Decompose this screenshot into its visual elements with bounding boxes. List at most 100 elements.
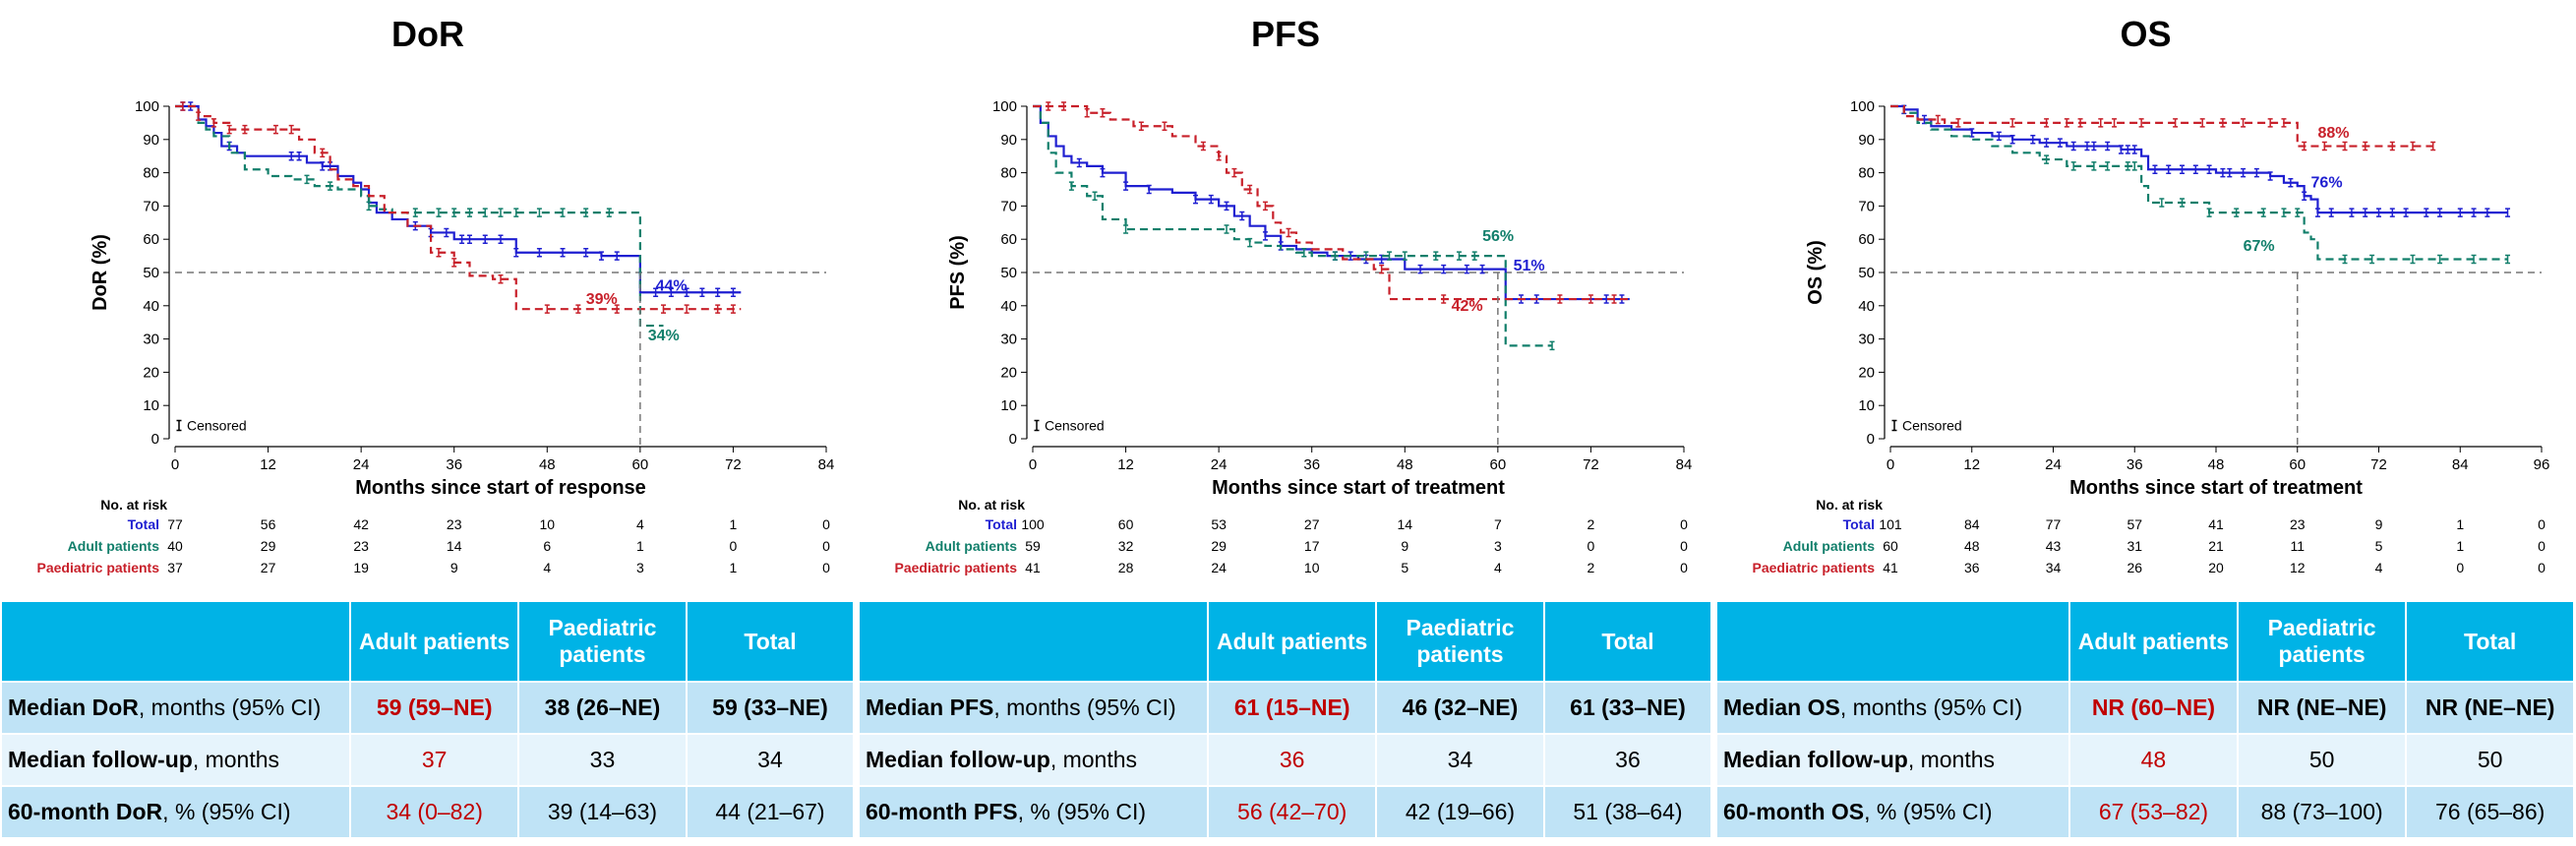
x-tick-label: 12 [1117,456,1134,473]
y-tick-label: 10 [1858,397,1875,414]
km-curve [1890,104,2508,261]
censor-mark [598,251,604,261]
censor-mark [1286,227,1291,238]
censor-mark [2281,118,2287,128]
risk-count: 42 [353,516,369,532]
censor-mark [498,208,504,217]
censor-mark [2091,161,2097,171]
y-tick-label: 80 [1000,165,1017,182]
risk-count: 9 [1401,538,1408,554]
risk-count: 2 [1588,516,1595,532]
censor-mark [2410,254,2416,265]
risk-count: 100 [1021,516,1045,532]
risk-count: 6 [543,538,551,554]
censor-mark [2227,167,2233,178]
x-tick-label: 24 [353,456,370,473]
censor-mark [498,234,504,244]
panel-dor: DoR 0 10 20 30 40 50 60 70 80 90 100 0 12 24 36 48 60 72 8… [0,0,856,846]
risk-count: 11 [2290,538,2305,554]
risk-row-label: Total [128,516,159,532]
censor-mark [1935,114,1941,125]
censor-mark [1471,251,1477,261]
censor-mark [2044,154,2050,164]
censor-mark [2098,118,2104,128]
y-tick-label: 40 [143,298,159,315]
y-tick-label: 0 [151,431,159,448]
risk-count: 0 [2538,516,2546,532]
risk-count: 4 [636,516,644,532]
censor-mark [2077,118,2083,128]
risk-row-label: Adult patients [926,538,1018,554]
censor-mark [288,151,294,161]
cell-adult: 59 (59–NE) [349,681,519,735]
y-tick-label: 60 [143,231,159,248]
cell-total: 51 (38–64) [1542,785,1713,839]
censor-mark [2410,141,2416,151]
risk-count: 1 [2456,516,2464,532]
y-tick-label: 70 [1000,198,1017,214]
censor-mark [2044,138,2050,148]
censor-mark [482,234,488,244]
risk-count: 0 [2538,538,2546,554]
censor-mark [2253,167,2259,178]
censor-mark [328,181,333,191]
censor-mark [366,201,372,212]
censor-mark [614,304,620,314]
censor-mark [2220,167,2226,178]
censor-mark [2220,118,2226,128]
censor-mark [1123,224,1129,234]
cell-adult: NR (60–NE) [2067,681,2239,735]
y-tick-label: 90 [1000,132,1017,149]
risk-count: 3 [636,560,644,575]
km-curve [175,104,742,294]
censor-mark [1433,251,1439,261]
panel-os: OS 0 10 20 30 40 50 60 70 80 90 100 0 12 24 36 48 60 72 84… [1715,0,2576,846]
censor-mark [2437,254,2443,265]
censor-mark [436,208,442,217]
censor-legend-label: Censored [187,417,247,433]
censor-mark [180,101,186,111]
risk-count: 27 [1304,516,1320,532]
censor-mark [1557,294,1563,304]
risk-count: 1 [730,560,738,575]
curve-value-label: 42% [1452,298,1483,315]
x-axis-label: Months since start of treatment [2069,477,2363,499]
risk-count: 0 [1588,538,1595,554]
risk-count: 14 [1397,516,1412,532]
risk-count: 60 [1118,516,1134,532]
censor-mark [544,304,550,314]
x-tick-label: 72 [1583,456,1599,473]
censor-mark [1084,108,1090,118]
censor-mark [2112,118,2118,128]
censor-mark [2180,198,2186,208]
x-tick-label: 0 [171,456,179,473]
km-curve [175,104,742,311]
censor-mark [2302,191,2307,202]
censor-mark [288,124,294,135]
risk-count: 27 [261,560,276,575]
risk-count: 84 [1964,516,1980,532]
header-empty [0,600,352,683]
row-label: Median PFS, months (95% CI) [857,681,1210,735]
censor-mark [2424,208,2429,217]
summary-table: Adult patients Paediatric patients Total… [857,600,1713,839]
y-tick-label: 90 [1858,132,1875,149]
risk-count: 53 [1211,516,1227,532]
censor-mark [1588,294,1593,304]
censor-mark [513,247,519,258]
censor-mark [2064,118,2069,128]
censor-mark [583,208,589,217]
censor-mark [715,304,721,314]
header-paed: Paediatric patients [2236,600,2408,683]
risk-count: 41 [1883,560,1898,575]
risk-table-heading: No. at risk [100,497,167,513]
x-tick-label: 36 [2127,456,2143,473]
x-tick-label: 36 [1303,456,1320,473]
cell-adult: 37 [349,733,519,787]
risk-count: 26 [2127,560,2142,575]
x-tick-label: 12 [1963,456,1980,473]
curve-value-label: 39% [586,291,618,308]
header-total: Total [1542,600,1713,683]
censor-mark [498,274,504,284]
censor-mark [1262,231,1268,241]
